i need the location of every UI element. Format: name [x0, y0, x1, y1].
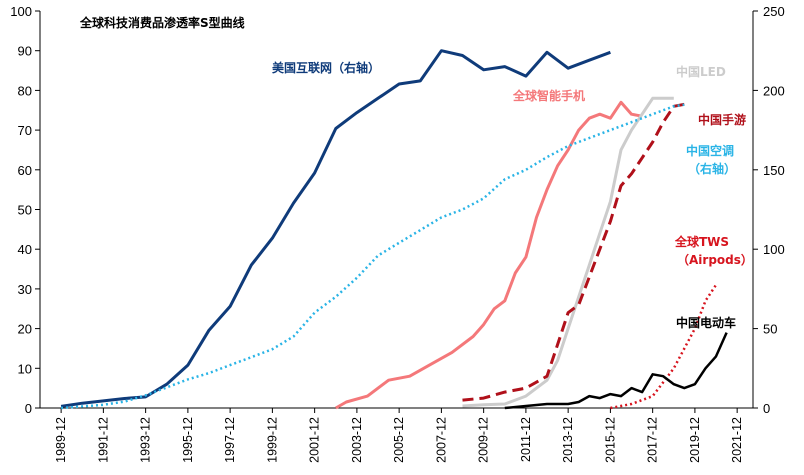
x-tick-label: 2017-12: [646, 417, 660, 463]
y-left-tick-label: 60: [18, 163, 32, 178]
series-label: 中国LED: [676, 64, 726, 79]
x-tick-label: 1995-12: [181, 417, 195, 463]
x-tick-label: 2003-12: [350, 417, 364, 463]
x-tick-label: 1993-12: [139, 417, 153, 463]
y-left-tick-label: 90: [18, 44, 32, 59]
y-left-tick-label: 50: [18, 203, 32, 218]
y-right-tick-label: 100: [763, 242, 785, 257]
x-tick-label: 1989-12: [54, 417, 68, 463]
series-line: [504, 332, 728, 410]
x-tick-label: 2005-12: [392, 417, 406, 463]
x-tick-label: 2011-12: [519, 417, 533, 462]
series-label: 中国手游: [698, 112, 746, 127]
chart-title: 全球科技消费品渗透率S型曲线: [79, 15, 245, 30]
series-line: [61, 103, 685, 410]
y-left-tick-label: 100: [10, 4, 32, 19]
series-label: 中国空调: [686, 143, 734, 158]
series-label: 全球TWS: [674, 234, 729, 249]
series-line: [610, 284, 718, 410]
y-right-tick-label: 250: [763, 4, 785, 19]
y-left-tick-label: 70: [18, 123, 32, 138]
series-line: [462, 96, 674, 408]
x-tick-label: 1997-12: [223, 417, 237, 463]
y-left-tick-label: 10: [18, 361, 32, 376]
series-line: [335, 100, 643, 410]
series-line: [462, 102, 685, 402]
x-tick-label: 2015-12: [603, 417, 617, 463]
y-left-tick-label: 80: [18, 83, 32, 98]
y-left-tick-label: 30: [18, 282, 32, 297]
chart-series-layer: [60, 49, 728, 410]
y-right-tick-label: 200: [763, 83, 785, 98]
y-left-tick-label: 0: [25, 401, 32, 416]
series-line: [60, 49, 611, 408]
x-tick-label: 2007-12: [434, 417, 448, 463]
x-tick-label: 2001-12: [308, 417, 322, 463]
series-label: （右轴）: [688, 161, 736, 176]
series-label: 美国互联网（右轴）: [272, 60, 380, 75]
x-tick-label: 2021-12: [730, 417, 744, 463]
x-tick-label: 1999-12: [265, 417, 279, 463]
y-left-tick-label: 20: [18, 322, 32, 337]
x-tick-label: 1991-12: [96, 417, 110, 463]
series-label: 全球智能手机: [512, 88, 585, 103]
y-left-tick-label: 40: [18, 242, 32, 257]
y-right-tick-label: 150: [763, 163, 785, 178]
series-label: （Airpods）: [677, 252, 753, 267]
x-tick-label: 2009-12: [477, 417, 491, 463]
x-tick-label: 2013-12: [561, 417, 575, 463]
y-right-tick-label: 50: [763, 322, 777, 337]
y-right-tick-label: 0: [763, 401, 770, 416]
x-tick-label: 2019-12: [688, 417, 702, 463]
chart-axes: 0 10 20 30 40 50 60 70 80 90 100 0 50 100 150 200 250 198…: [10, 4, 784, 463]
series-label: 中国电动车: [676, 315, 736, 330]
